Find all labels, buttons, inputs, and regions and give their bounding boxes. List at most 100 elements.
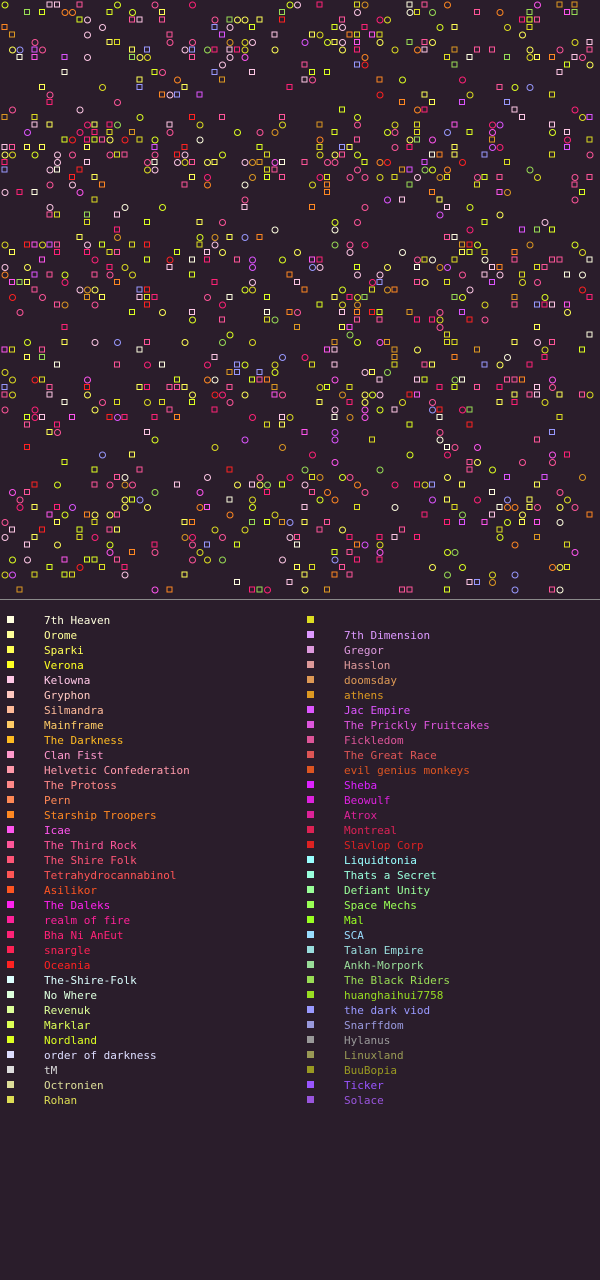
empire-color-swatch xyxy=(6,840,15,849)
star-system xyxy=(474,346,480,353)
star-system xyxy=(46,166,54,174)
star-system xyxy=(406,144,413,150)
empire-name: Beowulf xyxy=(344,794,391,807)
empire-color-swatch xyxy=(306,1050,315,1059)
empire-name: Marklar xyxy=(44,1019,91,1032)
star-system xyxy=(106,129,113,135)
star-system xyxy=(189,316,196,324)
star-system xyxy=(331,24,338,30)
star-system xyxy=(46,211,53,218)
star-system xyxy=(204,181,211,189)
empire-name: Solace xyxy=(344,1094,384,1107)
empire-name: Rohan xyxy=(44,1094,78,1107)
legend-item: Beowulf xyxy=(300,794,600,809)
star-system xyxy=(144,429,150,435)
star-system xyxy=(586,511,593,518)
star-system xyxy=(136,54,144,61)
star-system xyxy=(114,399,120,405)
star-system xyxy=(534,301,540,308)
legend-item: Asilikor xyxy=(0,884,300,899)
star-system xyxy=(354,264,360,270)
star-system xyxy=(376,39,384,46)
star-system xyxy=(511,504,519,511)
star-system xyxy=(174,376,180,383)
empire-color-swatch xyxy=(6,675,15,684)
star-system xyxy=(339,324,345,330)
empire-name: The Black Riders xyxy=(344,974,450,987)
star-system xyxy=(46,271,53,278)
star-system xyxy=(459,241,465,248)
star-system xyxy=(129,241,135,248)
empire-color-swatch xyxy=(6,945,15,954)
star-system xyxy=(391,361,398,368)
star-system xyxy=(414,264,420,270)
star-system xyxy=(106,264,113,270)
star-system xyxy=(534,279,541,286)
star-system xyxy=(144,339,150,345)
star-system xyxy=(84,16,91,24)
star-system xyxy=(61,556,68,563)
star-system xyxy=(489,279,495,285)
legend-item: Revenuk xyxy=(0,1004,300,1019)
star-system xyxy=(399,99,405,105)
star-system xyxy=(106,526,113,533)
empire-color-swatch xyxy=(306,900,315,909)
star-system xyxy=(354,271,361,279)
star-system xyxy=(241,181,249,189)
star-system xyxy=(481,361,488,368)
star-system xyxy=(511,376,518,383)
star-system xyxy=(444,474,451,481)
star-system xyxy=(376,466,384,474)
star-system xyxy=(151,549,159,556)
star-system xyxy=(549,301,555,308)
star-system xyxy=(219,61,226,69)
star-system xyxy=(526,361,533,368)
legend-item: Atrox xyxy=(300,809,600,824)
star-system xyxy=(159,399,165,405)
legend-item: The Third Rock xyxy=(0,839,300,854)
star-system xyxy=(144,46,150,53)
star-system xyxy=(361,159,368,165)
star-system xyxy=(346,384,353,390)
star-system xyxy=(181,384,188,390)
star-system xyxy=(114,556,120,563)
star-system xyxy=(1,369,9,376)
legend-item: 7th Heaven xyxy=(0,614,300,629)
star-system xyxy=(211,406,218,413)
star-system xyxy=(376,391,384,399)
star-system xyxy=(316,144,323,150)
star-system xyxy=(204,541,210,548)
star-system xyxy=(309,31,315,38)
star-system xyxy=(564,9,570,15)
star-system xyxy=(211,279,218,285)
star-system xyxy=(226,369,233,375)
star-system xyxy=(489,46,495,53)
star-system xyxy=(474,444,481,451)
empire-color-swatch xyxy=(306,660,315,669)
star-system xyxy=(406,421,413,428)
star-system xyxy=(481,219,488,225)
star-system xyxy=(9,489,16,496)
star-system xyxy=(571,241,579,249)
star-system xyxy=(189,1,196,9)
star-system xyxy=(241,436,249,444)
star-system xyxy=(346,534,353,540)
star-system xyxy=(414,316,420,323)
star-system xyxy=(249,264,256,271)
star-system xyxy=(369,279,376,286)
star-system xyxy=(1,114,8,120)
star-system xyxy=(211,234,219,241)
star-system xyxy=(9,376,16,384)
star-system xyxy=(91,519,98,525)
star-system xyxy=(511,256,518,263)
star-system xyxy=(196,234,204,241)
star-system xyxy=(106,541,114,549)
star-system xyxy=(189,309,195,315)
star-system xyxy=(286,579,293,585)
star-system xyxy=(219,534,226,541)
star-system xyxy=(286,1,294,9)
star-system xyxy=(151,144,158,150)
star-system xyxy=(249,504,256,511)
legend-item: Sheba xyxy=(300,779,600,794)
star-system xyxy=(39,526,45,533)
